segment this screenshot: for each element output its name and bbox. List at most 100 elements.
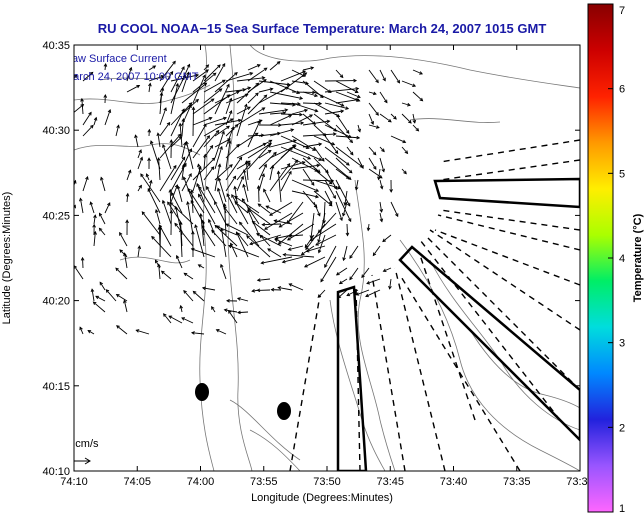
current-vector [288,234,304,238]
current-vector [163,313,172,324]
current-vector [225,156,243,181]
current-vector [379,179,384,190]
current-vector [98,227,106,236]
current-vector [269,201,293,216]
current-vector [317,234,326,254]
current-vector [257,203,271,214]
current-vector [192,290,205,302]
current-vector [335,157,353,174]
current-vector [203,88,223,104]
current-vector [181,82,208,104]
coverage-polygons [336,177,580,471]
current-vector [126,66,133,82]
current-vector [303,256,326,268]
current-vector [181,63,191,82]
current-vector [214,83,230,115]
current-vector [349,245,359,259]
current-vector [160,270,172,280]
current-vector [247,67,268,82]
current-vector [368,146,377,156]
current-vector [225,109,233,126]
current-vector [100,176,106,192]
current-vector [291,114,314,126]
current-vector [181,163,186,181]
current-vector [82,71,94,82]
current-vector [140,173,161,203]
colorbar-tick-label: 1 [619,503,625,515]
current-vector [242,183,249,203]
current-vector [223,205,238,225]
current-vector [137,245,142,258]
current-vector [126,84,141,93]
current-vector [68,161,72,169]
current-vector [201,286,216,291]
x-tick-label: 73:55 [250,476,278,488]
current-vector [147,157,151,170]
current-vector [401,80,417,87]
buoy-markers [195,383,291,420]
current-vector [233,185,238,203]
current-vector [214,130,225,159]
current-vector [168,315,183,324]
current-vector [302,132,337,137]
current-vector [214,118,242,126]
current-vector [74,204,76,210]
current-vector [256,288,271,293]
current-vector [335,135,361,140]
current-vector [192,74,206,104]
current-vector [366,223,371,232]
current-vector [225,140,232,170]
current-vector [61,171,67,180]
current-vector [141,211,161,236]
current-vector [286,223,315,241]
current-vector [401,146,409,155]
current-vector [148,82,152,93]
current-vector [335,267,348,276]
current-vector [203,116,227,126]
current-vector [313,146,325,162]
current-vector [105,289,117,302]
current-vector [74,56,75,57]
current-vector [214,163,222,192]
current-vector [198,193,216,225]
current-vector [158,224,172,247]
current-vector [192,69,209,82]
current-vector [147,128,152,137]
current-vector [50,65,57,70]
colorbar-tick-label: 2 [619,422,625,434]
current-vector [258,139,273,148]
current-vector [261,222,282,227]
current-vector [379,146,385,153]
x-tick-label: 74:10 [60,476,88,488]
current-vector [214,145,223,170]
current-vector [247,92,259,104]
current-vector [389,179,393,193]
current-vector [390,135,407,144]
current-vector [115,267,128,280]
current-vector [291,108,309,115]
current-vector [390,69,401,84]
current-vector [181,172,192,192]
current-vector [192,116,213,126]
current-vector [335,124,354,144]
current-vector [203,118,234,137]
current-vector [79,326,84,335]
current-vector [273,219,293,225]
current-vector [313,135,336,146]
current-vector [269,114,293,126]
current-vector [233,195,260,214]
scale-label: 50 cm/s [60,438,99,450]
current-vector [412,113,417,124]
current-vector [82,124,94,137]
current-vector [183,272,194,280]
current-vector [258,149,272,159]
current-vector [265,205,282,214]
current-vector [196,182,205,203]
current-vector [190,331,205,335]
current-vector [192,72,217,93]
y-axis-label: Latitude (Degrees:Minutes) [1,192,13,325]
current-vector [280,112,303,117]
current-vector [247,64,261,71]
current-vector [93,230,97,247]
current-vector [390,201,399,218]
